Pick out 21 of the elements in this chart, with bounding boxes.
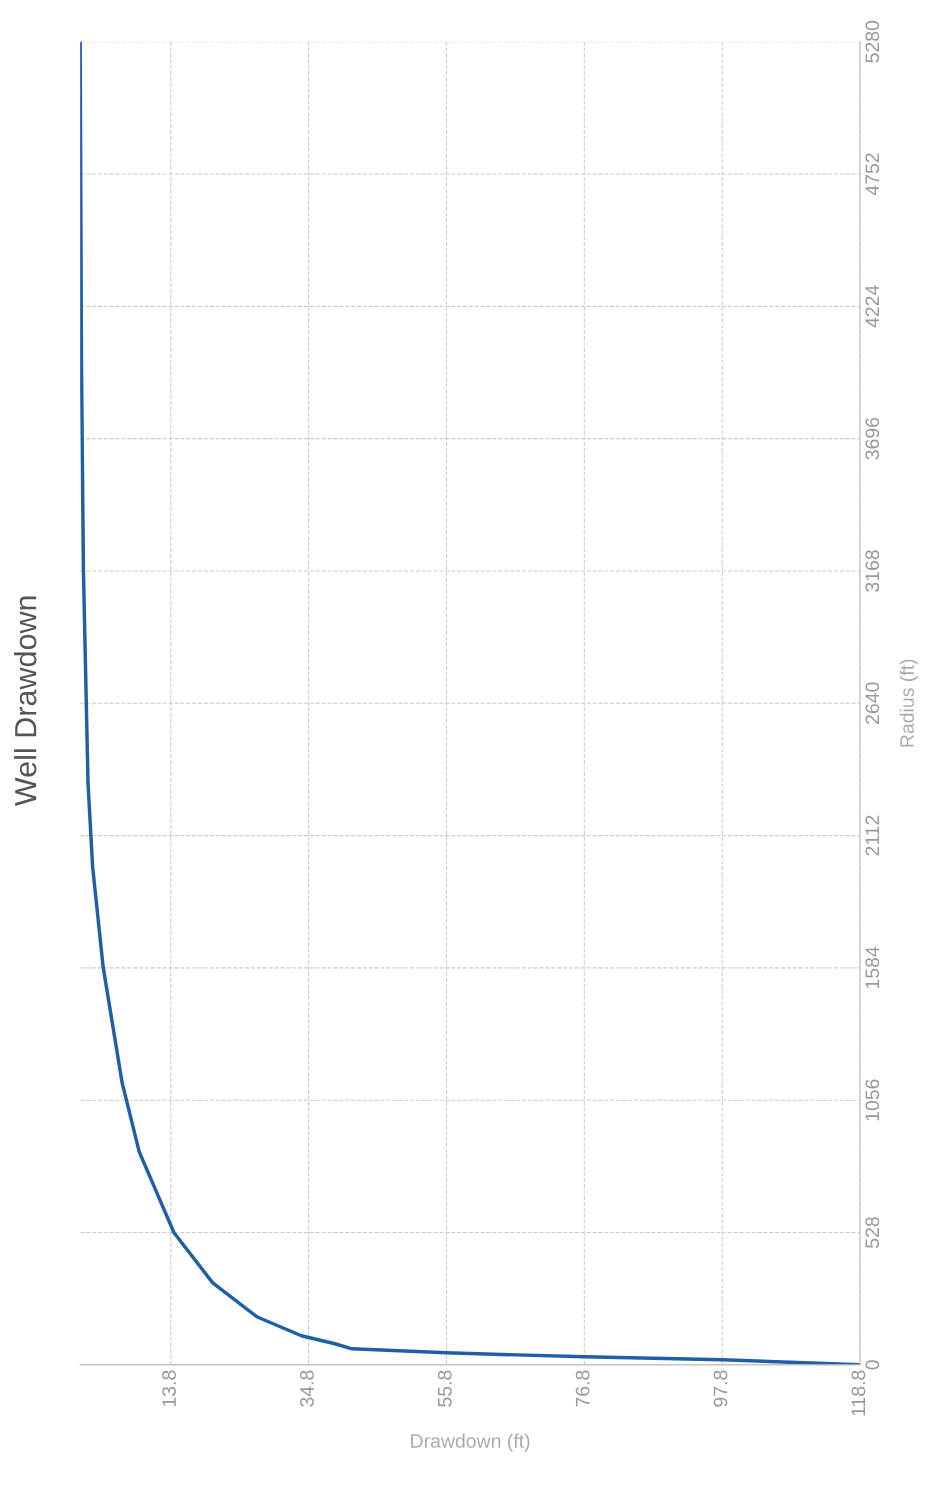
- x-tick-label: 118.8: [851, 1370, 866, 1416]
- y-tick-label: 1584: [865, 946, 880, 989]
- y-tick-label: 3696: [865, 417, 880, 460]
- text: Well Drawdown: [14, 596, 37, 807]
- x-tick-label: 55.8: [437, 1370, 452, 1407]
- y-tick-label: 2640: [865, 682, 880, 724]
- x-tick-label: 76.8: [575, 1370, 590, 1407]
- y-tick-label: 5280: [865, 20, 880, 63]
- y-tick-label: 2112: [865, 815, 879, 856]
- y-tick-label: 4752: [865, 153, 880, 196]
- y-axis-title: Radius (ft): [899, 659, 918, 747]
- x-tick-label: 34.8: [300, 1370, 314, 1407]
- y-tick-label: 1056: [865, 1079, 880, 1121]
- y-tick-label: 0: [865, 1360, 880, 1370]
- x-tick-label: 13.8: [162, 1370, 176, 1407]
- line-series: [80, 41, 861, 1365]
- y-tick-label: 528: [865, 1217, 880, 1248]
- y-tick-label: 3168: [865, 550, 880, 592]
- x-axis-title: Drawdown (ft): [411, 1433, 530, 1452]
- y-tick-label: 4224: [865, 285, 879, 328]
- x-tick-label: 97.8: [713, 1370, 728, 1407]
